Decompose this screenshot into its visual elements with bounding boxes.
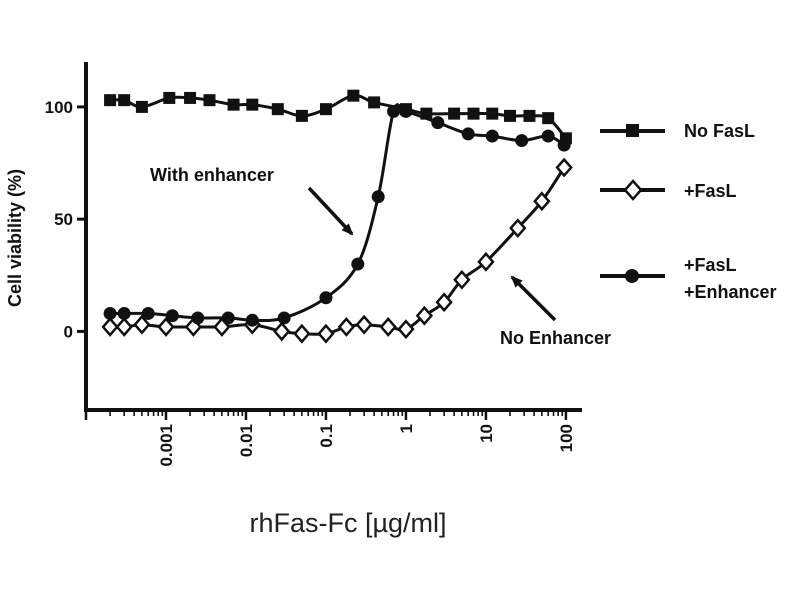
data-point-fasl xyxy=(435,292,453,313)
data-point-no-fasl xyxy=(504,109,517,122)
series-line-fasl xyxy=(110,166,566,336)
x-tick-label: 0.1 xyxy=(317,424,336,448)
data-point-no-fasl xyxy=(184,91,197,104)
annotation-with-enhancer: With enhancer xyxy=(150,165,274,185)
y-axis-label: Cell viability (%) xyxy=(5,169,25,307)
data-point-fasl xyxy=(555,157,573,178)
x-tick-label: 10 xyxy=(477,424,496,443)
x-tick-label: 0.001 xyxy=(157,424,176,467)
data-point-fasl xyxy=(115,317,133,337)
legend-diamond-icon xyxy=(623,179,643,201)
data-point-fasl-enhancer xyxy=(351,257,365,271)
data-point-no-fasl xyxy=(271,103,284,116)
data-point-fasl-enhancer xyxy=(557,138,571,152)
series-line-no-fasl xyxy=(110,94,568,140)
legend-circle-icon xyxy=(625,269,639,283)
legend-square-icon xyxy=(626,124,639,137)
data-point-fasl xyxy=(355,314,373,335)
data-point-no-fasl xyxy=(542,112,555,125)
legend-entry-fasl: +FasL xyxy=(600,179,737,201)
annotation-no-enhancer: No Enhancer xyxy=(500,328,611,348)
data-point-fasl-enhancer xyxy=(485,129,499,143)
data-point-no-fasl xyxy=(319,103,332,116)
data-point-fasl xyxy=(397,319,415,340)
legend-label-no-fasl: No FasL xyxy=(684,121,755,141)
x-tick-label: 0.01 xyxy=(237,424,256,457)
data-point-fasl-enhancer xyxy=(387,104,401,118)
data-point-no-fasl xyxy=(203,94,216,107)
data-point-fasl-enhancer xyxy=(461,127,475,141)
arrow-no-enhancer xyxy=(510,275,557,322)
data-point-no-fasl xyxy=(467,107,480,120)
data-point-fasl-enhancer xyxy=(431,116,445,130)
data-point-fasl-enhancer xyxy=(221,311,235,325)
data-point-fasl xyxy=(533,191,551,212)
data-point-no-fasl xyxy=(135,100,148,113)
data-point-fasl xyxy=(133,314,151,335)
data-point-fasl xyxy=(317,323,335,344)
data-point-fasl-enhancer xyxy=(165,309,179,323)
data-point-no-fasl xyxy=(118,94,131,107)
legend-label-fasl: +FasL xyxy=(684,181,737,201)
data-point-fasl xyxy=(273,321,291,342)
data-point-fasl xyxy=(293,323,311,344)
x-tick-label: 100 xyxy=(557,424,576,452)
data-point-fasl-enhancer xyxy=(541,129,555,143)
data-point-no-fasl xyxy=(523,109,536,122)
data-point-fasl-enhancer xyxy=(141,306,155,320)
data-point-fasl-enhancer xyxy=(117,306,131,320)
data-point-fasl-enhancer xyxy=(319,291,333,305)
legend-entry-no-fasl: No FasL xyxy=(600,121,755,141)
data-point-fasl-enhancer xyxy=(245,313,259,327)
data-point-fasl xyxy=(213,317,231,337)
legend: No FasL +FasL +FasL +Enhancer xyxy=(600,121,777,302)
data-point-fasl xyxy=(337,317,356,337)
data-point-fasl xyxy=(157,317,175,337)
data-point-fasl-enhancer xyxy=(103,306,117,320)
data-point-fasl-enhancer xyxy=(399,104,413,118)
data-point-fasl xyxy=(477,251,495,272)
data-point-fasl-enhancer xyxy=(515,134,529,148)
x-axis-label: rhFas-Fc [µg/ml] xyxy=(249,508,446,538)
data-point-no-fasl xyxy=(295,109,308,122)
data-point-fasl xyxy=(453,269,471,290)
data-point-fasl xyxy=(415,305,434,326)
data-point-no-fasl xyxy=(347,89,360,102)
data-point-fasl-enhancer xyxy=(191,311,205,325)
data-point-fasl xyxy=(509,218,527,239)
legend-entry-fasl-enhancer: +FasL +Enhancer xyxy=(600,255,777,302)
arrow-with-enhancer xyxy=(307,186,354,236)
data-point-no-fasl xyxy=(448,107,461,120)
legend-label-fasl-2: +FasL xyxy=(684,255,737,275)
ticks: 0 50 100 0.001 0.01 0.1 1 10 100 xyxy=(45,98,576,467)
legend-label-enhancer: +Enhancer xyxy=(684,282,777,302)
data-point-fasl xyxy=(101,317,119,337)
y-tick-label: 0 xyxy=(64,322,73,341)
y-tick-label: 100 xyxy=(45,98,73,117)
data-point-no-fasl xyxy=(486,107,499,120)
data-point-no-fasl xyxy=(246,98,259,111)
annotations: With enhancer No Enhancer xyxy=(150,165,611,348)
series xyxy=(101,89,573,344)
data-point-fasl xyxy=(379,317,397,337)
data-point-fasl-enhancer xyxy=(277,311,291,325)
x-tick-label: 1 xyxy=(397,424,416,433)
y-tick-label: 50 xyxy=(54,210,73,229)
data-point-no-fasl xyxy=(368,96,381,109)
data-point-no-fasl xyxy=(104,94,117,107)
data-point-fasl-enhancer xyxy=(371,190,385,204)
data-point-no-fasl xyxy=(163,91,176,104)
data-point-no-fasl xyxy=(227,98,240,111)
